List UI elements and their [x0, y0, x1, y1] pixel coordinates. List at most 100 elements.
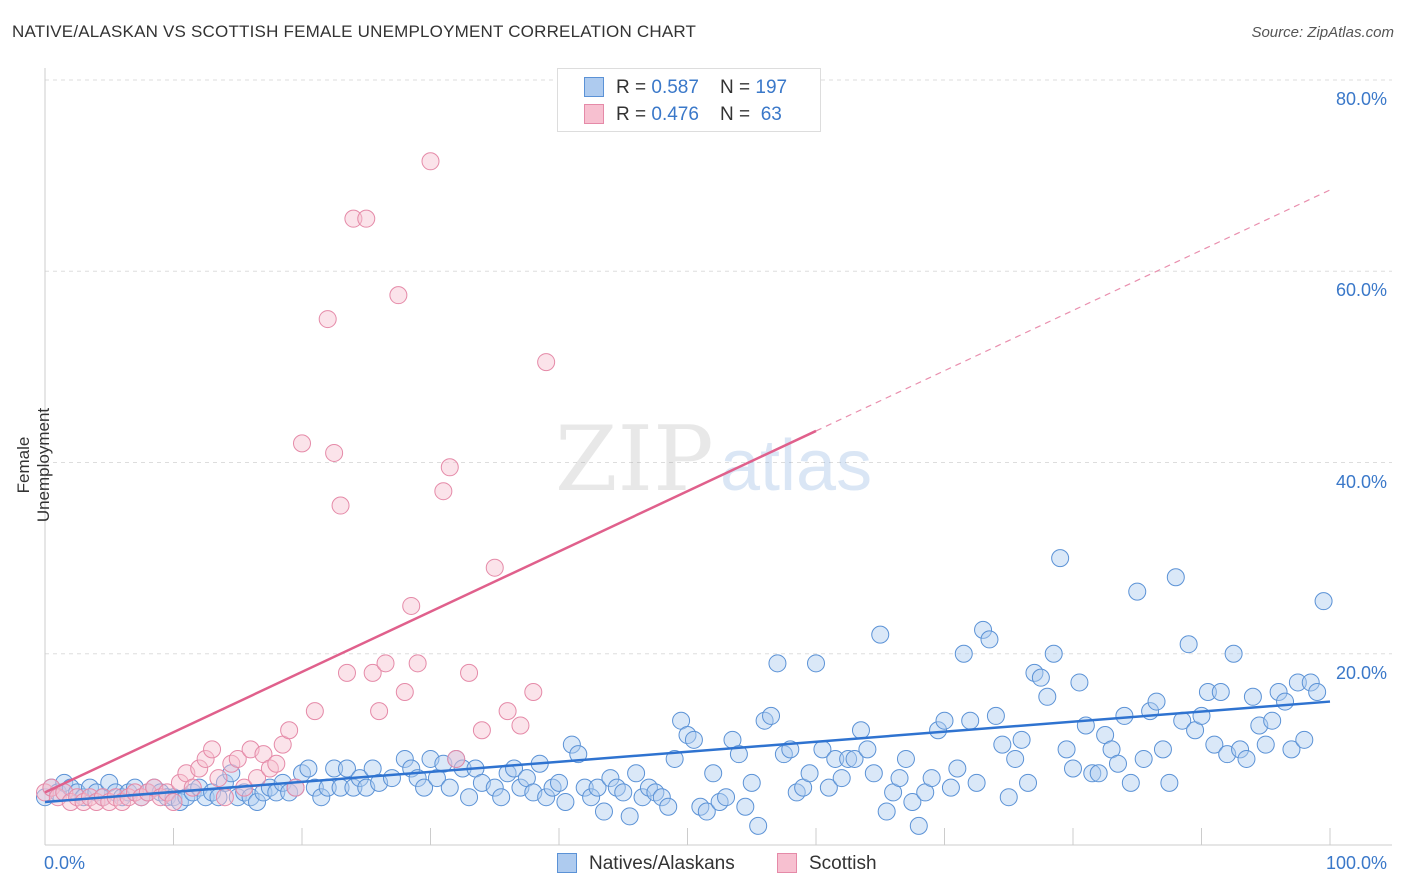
data-point — [1108, 754, 1127, 773]
data-point — [421, 152, 440, 171]
legend-r-label: R = — [616, 77, 652, 98]
data-point — [980, 630, 999, 649]
x-tick-label-min: 0.0% — [44, 853, 86, 873]
data-point — [556, 792, 575, 811]
data-point — [954, 644, 973, 663]
data-point — [511, 716, 530, 735]
data-point — [601, 769, 620, 788]
legend-n-value: 197 — [755, 77, 788, 98]
data-point — [524, 683, 543, 701]
data-point — [736, 797, 755, 816]
y-tick-label: 40.0% — [1336, 471, 1388, 492]
data-point — [749, 816, 768, 835]
data-point — [498, 702, 517, 721]
data-point — [537, 353, 556, 372]
y-tick-label: 80.0% — [1336, 89, 1388, 109]
data-point — [1115, 706, 1134, 725]
data-point — [357, 209, 376, 228]
series-natives-alaskans — [36, 549, 1333, 835]
data-point — [890, 769, 909, 788]
data-point — [582, 788, 601, 807]
data-point — [1166, 568, 1185, 587]
bottom-legend-label: Natives/Alaskans — [589, 853, 735, 874]
data-point — [974, 620, 993, 639]
data-point — [742, 773, 761, 792]
legend-r-label: R = — [616, 104, 652, 125]
data-point — [1276, 692, 1295, 711]
data-point — [312, 788, 331, 807]
data-point — [929, 721, 948, 740]
trend-lines — [44, 189, 1331, 804]
legend-swatch-blue — [584, 77, 604, 97]
data-point — [986, 706, 1005, 725]
data-point — [408, 654, 427, 673]
legend-r-value: 0.587 — [651, 77, 699, 98]
data-point — [569, 745, 588, 764]
data-point — [948, 759, 967, 778]
data-point — [832, 769, 851, 788]
axes — [44, 68, 1392, 846]
data-point — [209, 769, 228, 788]
data-point — [434, 482, 453, 501]
data-point — [1224, 644, 1243, 663]
data-point — [1044, 644, 1063, 663]
data-point — [472, 721, 491, 740]
data-point — [318, 310, 337, 329]
data-point — [941, 778, 960, 797]
data-point — [858, 740, 877, 759]
data-point — [293, 434, 311, 453]
data-point — [537, 788, 556, 807]
data-point — [1160, 773, 1179, 792]
data-point — [376, 654, 395, 673]
data-point — [1231, 740, 1250, 759]
data-point — [228, 749, 247, 768]
data-point — [1070, 673, 1089, 692]
data-point — [183, 778, 202, 797]
data-point — [614, 783, 633, 802]
data-point — [325, 759, 344, 778]
data-point — [1012, 730, 1031, 749]
data-point — [363, 663, 382, 682]
data-point — [1128, 582, 1147, 601]
data-point — [389, 286, 408, 305]
data-point — [1308, 683, 1327, 701]
legend-swatch-pink — [584, 104, 604, 124]
data-point — [1051, 549, 1070, 568]
data-point — [877, 802, 896, 821]
data-point — [903, 792, 922, 811]
trend-line-scottish-extension — [815, 189, 1331, 432]
data-point — [864, 764, 883, 783]
data-point — [961, 711, 980, 730]
data-point — [267, 754, 286, 773]
data-point — [684, 730, 703, 749]
data-point — [652, 788, 671, 807]
data-point — [1211, 683, 1230, 701]
data-point — [768, 654, 787, 673]
legend-n-label: N = — [720, 104, 756, 125]
x-tick-label-max: 100.0% — [1326, 853, 1388, 873]
data-point — [331, 496, 350, 515]
data-point — [562, 735, 581, 754]
legend-r-value: 0.476 — [651, 104, 699, 125]
data-point — [248, 792, 267, 811]
data-point — [1179, 635, 1198, 654]
bottom-legend-label: Scottish — [809, 853, 877, 874]
data-point — [826, 749, 845, 768]
data-point — [627, 764, 646, 783]
data-point — [620, 807, 639, 826]
data-point — [1198, 683, 1217, 701]
bottom-legend-swatch-blue — [557, 853, 577, 873]
data-point — [1263, 711, 1282, 730]
watermark-zip: ZIP — [555, 407, 714, 512]
data-point — [1134, 749, 1153, 768]
data-point — [370, 702, 389, 721]
data-point — [1295, 730, 1314, 749]
data-point — [851, 721, 870, 740]
data-point — [164, 792, 183, 811]
data-point — [492, 788, 511, 807]
data-point — [1301, 673, 1320, 692]
trend-line-natives — [44, 700, 1331, 804]
data-point — [1038, 687, 1057, 706]
data-point — [819, 778, 838, 797]
